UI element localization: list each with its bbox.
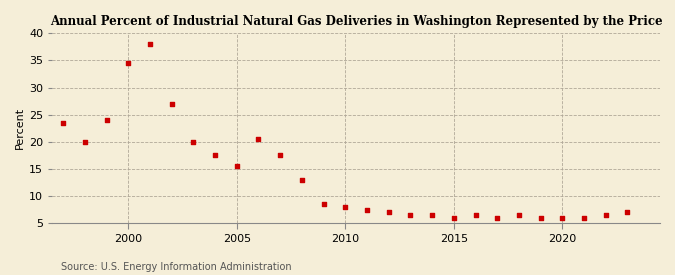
Point (470, 213, 481, 217)
Title: Annual Percent of Industrial Natural Gas Deliveries in Washington Represented by: Annual Percent of Industrial Natural Gas… (50, 15, 662, 28)
Point (362, 207, 373, 212)
Point (448, 215, 459, 220)
Point (101, 118, 112, 122)
Point (318, 202, 329, 206)
Point (492, 215, 503, 220)
Point (232, 164, 242, 168)
Point (275, 153, 286, 158)
Point (188, 139, 199, 144)
Point (166, 101, 177, 106)
Point (123, 61, 134, 65)
Point (514, 213, 524, 217)
Point (383, 210, 394, 214)
Text: Source: U.S. Energy Information Administration: Source: U.S. Energy Information Administ… (61, 262, 292, 272)
Point (535, 215, 546, 220)
Point (296, 177, 307, 182)
Point (427, 213, 437, 217)
Point (578, 215, 589, 220)
Point (557, 215, 568, 220)
Point (340, 205, 351, 209)
Point (253, 137, 264, 141)
Y-axis label: Percent: Percent (15, 107, 25, 149)
Point (80, 139, 90, 144)
Point (405, 213, 416, 217)
Point (58, 120, 69, 125)
Point (210, 153, 221, 158)
Point (622, 210, 633, 214)
Point (600, 213, 611, 217)
Point (144, 42, 155, 46)
